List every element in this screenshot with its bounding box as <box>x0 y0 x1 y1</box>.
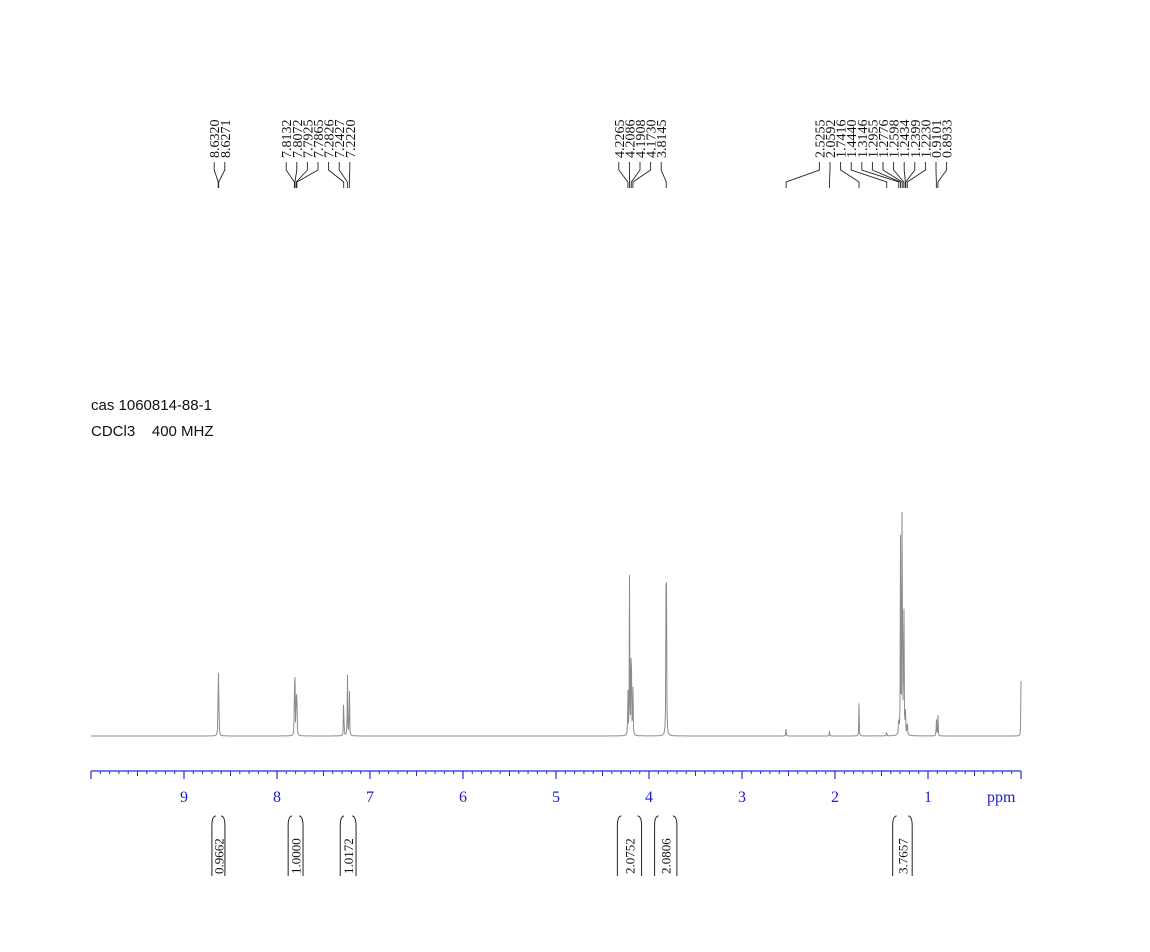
peak-label-leader <box>630 162 641 188</box>
peak-label: 1.2434 <box>898 120 913 159</box>
x-axis-major-ticks: 9 8 7 6 5 4 3 2 1 <box>180 771 932 806</box>
peak-label: 7.7865 <box>312 120 327 159</box>
peak-label: 1.2598 <box>888 120 903 159</box>
x-axis-tick-label: 5 <box>552 789 560 806</box>
peak-label-leader <box>785 162 820 188</box>
x-axis-tick-label: 4 <box>645 789 653 806</box>
peak-label-leader <box>871 162 901 188</box>
peak-label-leader <box>829 162 831 188</box>
peak-label: 7.2826 <box>323 120 338 159</box>
peak-label-leader <box>295 162 308 188</box>
integral-value: 2.0806 <box>659 838 674 874</box>
peak-label-leader <box>213 162 219 188</box>
x-axis-tick-label: 2 <box>831 789 839 806</box>
peak-label: 1.2776 <box>877 120 892 159</box>
peak-label: 1.3146 <box>856 120 871 159</box>
peak-label-leader <box>618 162 629 188</box>
peak-label-leader <box>328 162 345 188</box>
peak-label: 4.1908 <box>634 120 649 159</box>
peak-label-leaders <box>213 162 948 188</box>
integral-bracket <box>211 815 226 876</box>
integral-value: 3.7657 <box>895 838 910 874</box>
peak-label-leader <box>840 162 860 188</box>
integral-bracket <box>654 815 678 876</box>
peak-label: 2.0592 <box>824 120 839 159</box>
x-axis-tick-label: 7 <box>366 789 374 806</box>
peak-label: 1.2955 <box>866 120 881 159</box>
sample-name: cas 1060814-88-1 <box>91 397 212 414</box>
peak-label: 7.8072 <box>291 120 306 159</box>
x-axis-tick-label: 9 <box>180 789 188 806</box>
peak-label-leader <box>296 162 319 188</box>
peak-label: 2.5255 <box>813 120 828 159</box>
peak-label: 8.6271 <box>219 120 234 158</box>
integral-value: 1.0000 <box>289 838 304 874</box>
peak-label: 7.2427 <box>333 120 348 159</box>
peak-label: 1.7416 <box>835 120 850 159</box>
peak-label-leader <box>906 162 926 188</box>
peak-label: 7.8132 <box>280 120 295 159</box>
frequency: 400 MHZ <box>151 423 214 440</box>
peak-label: 8.6320 <box>208 119 223 158</box>
integrals: 0.9662 1.0000 1.0172 2.0752 2.0806 3.7657 <box>211 815 913 876</box>
integral-bracket <box>287 815 304 876</box>
peak-label-leader <box>285 162 295 188</box>
peak-label: 0.8933 <box>941 120 956 159</box>
peak-label-leader <box>850 162 888 188</box>
peak-label-leader <box>893 162 905 188</box>
peak-label-leader <box>903 162 906 188</box>
peak-label-leader <box>861 162 900 188</box>
peak-label: 7.2220 <box>344 120 359 159</box>
peak-label: 0.9101 <box>930 120 945 159</box>
x-axis-tick-label: 8 <box>273 789 281 806</box>
integral-bracket <box>339 815 357 876</box>
solvent-frequency: CDCl3 400 MHZ <box>91 423 214 440</box>
peak-label-leader <box>338 162 348 188</box>
integral-bracket <box>616 815 643 876</box>
peak-label-leader <box>632 162 652 188</box>
spectrum-trace <box>91 512 1022 737</box>
x-axis: 9 8 7 6 5 4 3 2 1 ppm <box>90 770 1022 806</box>
peak-label: 7.7925 <box>301 120 316 159</box>
peak-label-leader <box>660 162 667 188</box>
x-axis-tick-label: 1 <box>924 789 932 806</box>
peak-label: 1.2399 <box>909 120 924 159</box>
peak-label: 4.1730 <box>645 120 660 159</box>
peak-label: 4.2265 <box>613 120 628 159</box>
integral-value: 0.9662 <box>211 838 226 874</box>
integral-bracket <box>892 815 913 876</box>
x-axis-minor-ticks <box>90 771 1022 779</box>
peak-label-leader <box>905 162 916 188</box>
x-axis-tick-label: 6 <box>459 789 467 806</box>
peak-label: 1.4440 <box>845 120 860 159</box>
x-axis-unit-label: ppm <box>987 789 1016 806</box>
integral-value: 1.0172 <box>341 838 356 874</box>
integral-value: 2.0752 <box>622 838 637 874</box>
peak-label-leader <box>882 162 903 188</box>
x-axis-tick-label: 3 <box>738 789 746 806</box>
peak-label-leader <box>218 162 226 188</box>
peak-label: 1.2230 <box>919 120 934 159</box>
peak-label-leader <box>937 162 948 188</box>
peak-label-leader <box>294 162 298 188</box>
solvent: CDCl3 <box>91 423 136 440</box>
peak-label: 3.8145 <box>655 120 670 159</box>
peak-label: 4.2086 <box>623 120 638 159</box>
